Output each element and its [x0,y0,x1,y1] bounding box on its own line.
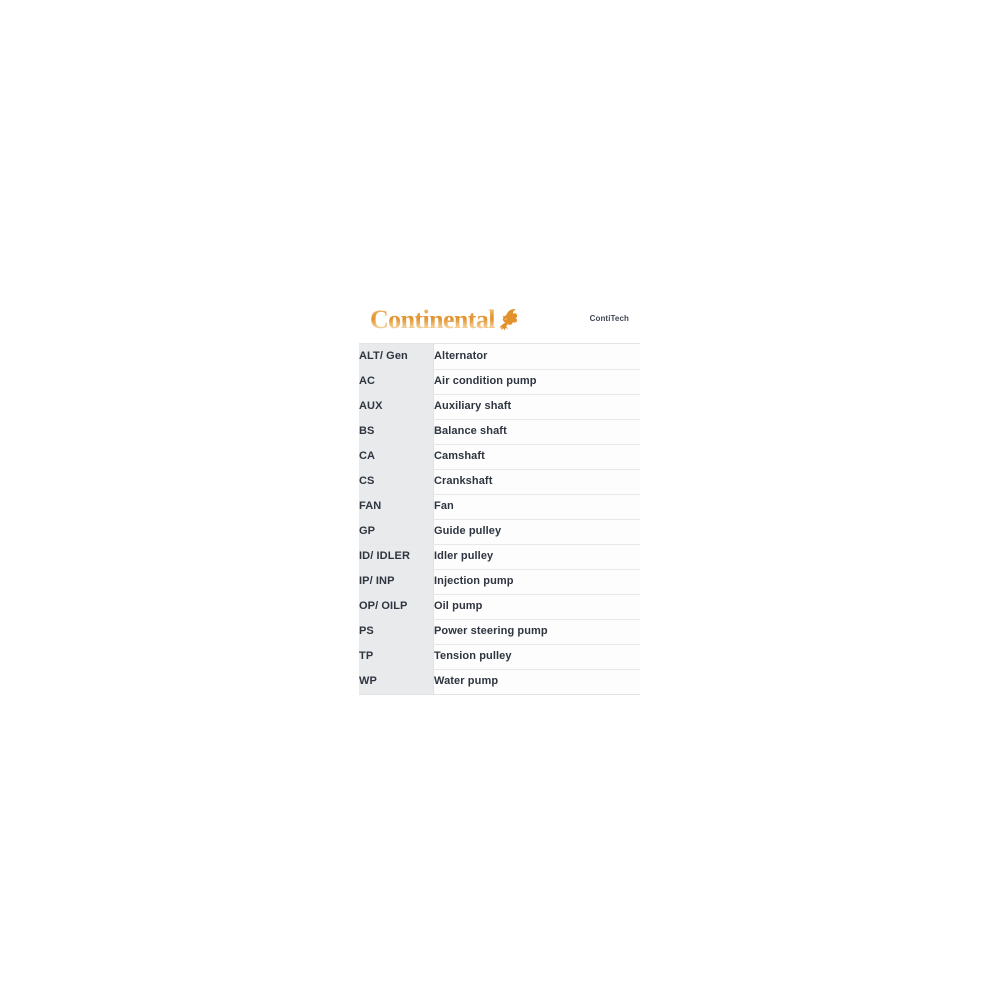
abbreviation-cell: OP/ OILP [359,594,434,620]
abbreviation-cell: ID/ IDLER [359,544,434,570]
description-cell: Oil pump [433,594,640,620]
abbreviation-cell: GP [359,519,434,545]
table-row: WP Water pump [359,669,640,695]
description-cell: Alternator [433,344,640,370]
description-cell: Tension pulley [433,644,640,670]
table-row: BS Balance shaft [359,419,640,445]
description-cell: Injection pump [433,569,640,595]
table-row: CS Crankshaft [359,469,640,495]
abbreviation-cell: AUX [359,394,434,420]
description-cell: Fan [433,494,640,520]
abbreviation-cell: TP [359,644,434,670]
brand-header: Continental ContiTech [359,297,640,344]
abbreviation-cell: IP/ INP [359,569,434,595]
description-cell: Auxiliary shaft [433,394,640,420]
table-row: FAN Fan [359,494,640,520]
table-row: ID/ IDLER Idler pulley [359,544,640,570]
abbreviation-cell: AC [359,369,434,395]
description-cell: Air condition pump [433,369,640,395]
abbreviation-cell: WP [359,669,434,695]
table-row: IP/ INP Injection pump [359,569,640,595]
table-row: GP Guide pulley [359,519,640,545]
table-row: AC Air condition pump [359,369,640,395]
table-row: AUX Auxiliary shaft [359,394,640,420]
description-cell: Water pump [433,669,640,695]
abbreviation-cell: ALT/ Gen [359,344,434,370]
abbreviation-table: ALT/ Gen Alternator AC Air condition pump AU… [359,344,640,695]
description-cell: Guide pulley [433,519,640,545]
description-cell: Crankshaft [433,469,640,495]
abbreviation-cell: CS [359,469,434,495]
continental-wordmark: Continental [370,305,495,334]
description-cell: Power steering pump [433,619,640,645]
table-row: TP Tension pulley [359,644,640,670]
contitech-subbrand-label: ContiTech [589,314,629,323]
abbreviation-cell: FAN [359,494,434,520]
description-cell: Camshaft [433,444,640,470]
table-row: CA Camshaft [359,444,640,470]
abbreviation-cell: PS [359,619,434,645]
abbreviation-table-body: ALT/ Gen Alternator AC Air condition pump AU… [359,344,640,695]
abbreviation-cell: BS [359,419,434,445]
abbreviation-legend-card: Continental ContiTech ALT/ Gen Alternator… [359,297,640,695]
table-row: OP/ OILP Oil pump [359,594,640,620]
table-row: PS Power steering pump [359,619,640,645]
table-row: ALT/ Gen Alternator [359,344,640,370]
description-cell: Balance shaft [433,419,640,445]
continental-logo: Continental [370,305,520,335]
description-cell: Idler pulley [433,544,640,570]
continental-horse-icon [499,309,518,331]
abbreviation-cell: CA [359,444,434,470]
